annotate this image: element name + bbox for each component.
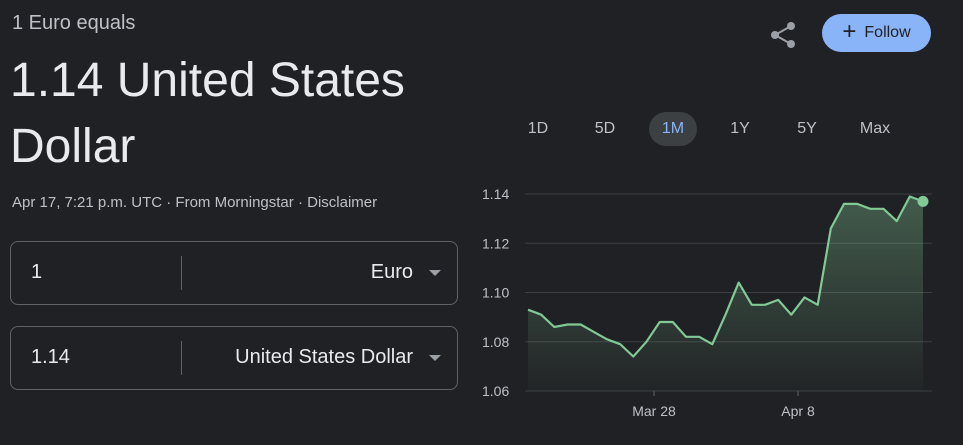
series-area (528, 196, 923, 391)
follow-button[interactable]: + Follow (822, 14, 931, 52)
range-tab-1y[interactable]: 1Y (730, 120, 750, 137)
from-currency-select[interactable]: Euro (370, 261, 413, 283)
separator: · (297, 194, 303, 211)
plus-icon: + (842, 18, 857, 45)
x-tick-label: Apr 8 (781, 403, 815, 419)
exchange-rate: 1.14 United States Dollar (10, 54, 405, 173)
separator: · (166, 194, 172, 211)
to-currency-field[interactable]: 1.14 United States Dollar (10, 326, 458, 390)
divider (181, 341, 182, 375)
source-link[interactable]: From Morningstar (175, 194, 294, 211)
y-tick-label: 1.12 (482, 235, 509, 251)
share-icon[interactable] (766, 18, 800, 52)
x-tick-label: Mar 28 (632, 403, 676, 419)
meta-line: Apr 17, 7:21 p.m. UTC · From Morningstar… (12, 194, 377, 211)
range-tab-5d[interactable]: 5D (594, 120, 616, 137)
to-currency-select[interactable]: United States Dollar (235, 346, 413, 368)
y-tick-label: 1.08 (482, 334, 509, 350)
page-subtitle: 1 Euro equals (12, 12, 136, 34)
divider (181, 256, 182, 290)
y-tick-label: 1.14 (482, 186, 509, 202)
chevron-down-icon[interactable] (429, 270, 441, 276)
chevron-down-icon[interactable] (429, 355, 441, 361)
y-tick-label: 1.06 (482, 383, 509, 399)
to-amount-input[interactable]: 1.14 (31, 346, 70, 368)
follow-label: Follow (864, 24, 911, 41)
series-line (527, 195, 924, 358)
from-currency-field[interactable]: 1 Euro (10, 241, 458, 305)
range-tab-1m[interactable]: 1M (649, 112, 697, 146)
range-tab-5y[interactable]: 5Y (797, 120, 817, 137)
timestamp: Apr 17, 7:21 p.m. UTC (12, 194, 163, 211)
range-tabs: 1D 5D 1M 1Y 5Y Max (510, 112, 920, 146)
exchange-rate-chart: 1.14 1.12 1.10 1.08 1.06 Mar 28 Apr 8 (482, 186, 932, 419)
range-tab-1d[interactable]: 1D (527, 120, 549, 137)
range-tab-max[interactable]: Max (859, 120, 891, 137)
current-value-dot (917, 195, 929, 207)
disclaimer-link[interactable]: Disclaimer (307, 194, 378, 211)
from-amount-input[interactable]: 1 (31, 261, 43, 283)
y-tick-label: 1.10 (482, 285, 509, 301)
